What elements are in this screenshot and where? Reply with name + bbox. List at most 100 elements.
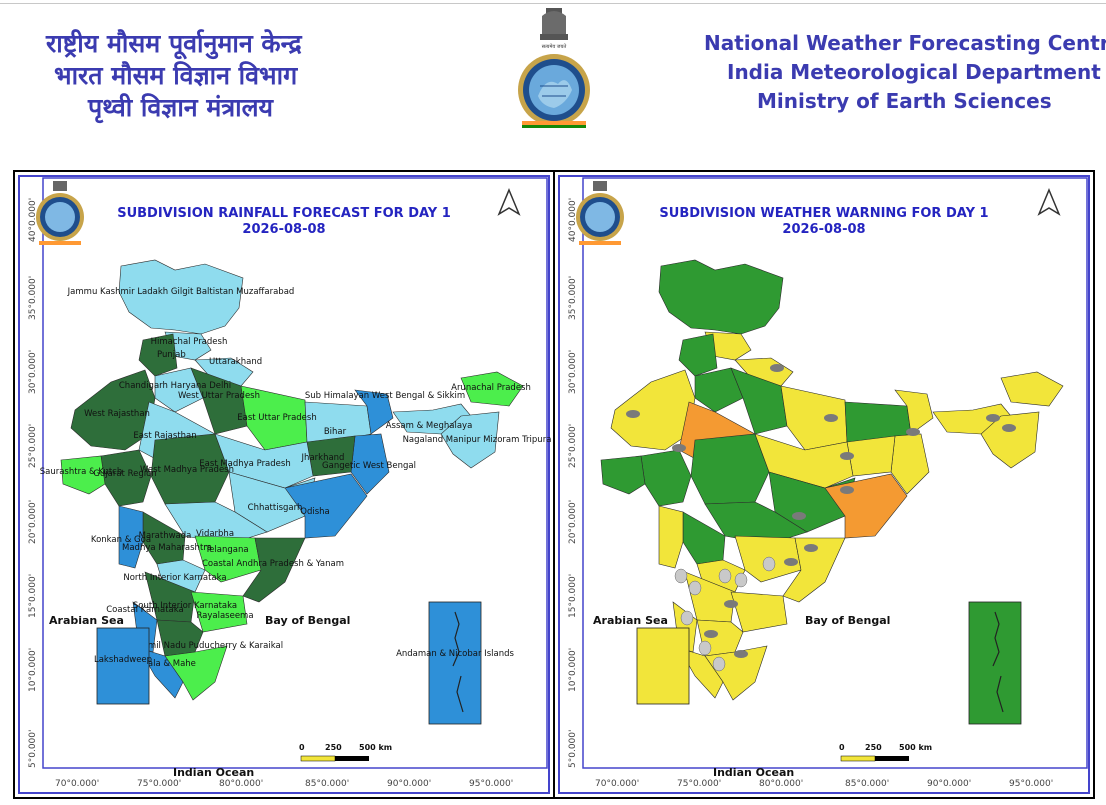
lion-capital-icon: सत्यमेव जयते: [540, 8, 568, 50]
thunderstorm-icon: [840, 486, 854, 494]
label-gangetic-wb: Gangetic West Bengal: [322, 461, 416, 471]
gusty-wind-icon: [734, 572, 748, 588]
region-coastal-andhra: [242, 537, 306, 603]
label-tamil-nadu: Tamil Nadu Puducherry & Karaikal: [138, 641, 283, 651]
longitude-ticks: 70°0.000' 75°0.000' 80°0.000' 85°0.000' …: [55, 779, 513, 789]
label-chhattisgarh: Chhattisgarh: [248, 503, 303, 513]
india-subdivisions: [60, 259, 524, 701]
andaman-islands-outline: [992, 611, 1004, 713]
latitude-ticks: 40°0.000' 35°0.000' 30°0.000' 25°0.000' …: [568, 198, 578, 768]
label-east-rajasthan: East Rajasthan: [133, 431, 196, 441]
scale-label-250: 250: [865, 743, 882, 752]
lon-tick-80: 80°0.000': [219, 779, 263, 789]
gusty-wind-icon: [688, 580, 702, 596]
thunderstorm-icon: [724, 600, 738, 608]
english-title-line-2: India Meteorological Department: [727, 60, 1101, 84]
label-bay-of-bengal: Bay of Bengal: [265, 614, 350, 627]
label-saurashtra: Saurashtra & Kutch: [40, 467, 123, 477]
andaman-inset: [428, 601, 482, 725]
lat-tick-30: 30°0.000': [28, 350, 38, 394]
thunderstorm-icon: [986, 414, 1000, 422]
label-haryana-delhi: Chandigarh Haryana Delhi: [119, 381, 231, 391]
scale-label-500: 500 km: [359, 743, 392, 752]
scale-label-500: 500 km: [899, 743, 932, 752]
region-south-interior-karnataka: [156, 619, 204, 657]
rainfall-forecast-map: Jammu Kashmir Ladakh Gilgit Baltistan Mu…: [18, 175, 551, 794]
lat-tick-35: 35°0.000': [568, 276, 578, 320]
region-telangana: [194, 535, 262, 583]
label-south-interior-karnataka: South Interior Karnataka: [133, 601, 237, 611]
top-divider: [0, 3, 1106, 4]
label-uttarakhand: Uttarakhand: [209, 357, 262, 367]
label-north-interior-karnataka: North Interior Karnataka: [123, 573, 226, 583]
label-jammu-kashmir: Jammu Kashmir Ladakh Gilgit Baltistan Mu…: [67, 287, 295, 297]
north-arrow-icon: [497, 188, 521, 216]
lat-tick-20: 20°0.000': [28, 500, 38, 544]
lon-tick-90: 90°0.000': [387, 779, 431, 789]
label-konkan-goa: Konkan & Goa: [91, 535, 151, 545]
andaman-islands-outline: [452, 611, 464, 713]
lon-tick-75: 75°0.000': [677, 779, 721, 789]
thunderstorm-icon: [784, 558, 798, 566]
region-rayalaseema: [190, 591, 248, 633]
scale-label-0: 0: [299, 743, 305, 752]
lon-tick-95: 95°0.000': [469, 779, 513, 789]
label-marathwada: Marathwada: [139, 531, 192, 541]
scale-label-250: 250: [325, 743, 342, 752]
label-indian-ocean: Indian Ocean: [713, 766, 794, 779]
region-arunachal-pradesh: [460, 371, 524, 407]
lat-tick-20: 20°0.000': [568, 500, 578, 544]
region-jammu-kashmir: [118, 259, 244, 335]
label-punjab: Punjab: [157, 350, 186, 360]
thunderstorm-icon: [804, 544, 818, 552]
lakshadweep-inset: [636, 627, 690, 705]
label-arabian-sea: Arabian Sea: [49, 614, 124, 627]
label-odisha: Odisha: [300, 507, 329, 517]
scale-bar: 0 250 500 km: [839, 743, 932, 762]
label-arabian-sea: Arabian Sea: [593, 614, 668, 627]
region-haryana-delhi: [154, 367, 204, 413]
label-coastal-andhra: Coastal Andhra Pradesh & Yanam: [202, 559, 344, 569]
lat-tick-30: 30°0.000': [568, 350, 578, 394]
english-title-line-1: National Weather Forecasting Centre: [704, 31, 1106, 55]
imd-logo-icon: [36, 181, 84, 245]
label-rayalaseema: Rayalaseema: [196, 611, 253, 621]
lon-tick-70: 70°0.000': [595, 779, 639, 789]
gusty-wind-icon: [680, 610, 694, 626]
lon-tick-90: 90°0.000': [927, 779, 971, 789]
warning-subdivisions: [600, 259, 1064, 701]
english-title-line-3: Ministry of Earth Sciences: [757, 89, 1052, 113]
hindi-title-line-1: राष्ट्रीय मौसम पूर्वानुमान केन्द्र: [46, 29, 302, 58]
thunderstorm-icon: [770, 364, 784, 372]
lat-tick-40: 40°0.000': [28, 198, 38, 242]
label-gujarat: Gujarat Region: [93, 469, 156, 479]
thunderstorm-icons: [626, 364, 1016, 658]
right-map-title: SUBDIVISION WEATHER WARNING FOR DAY 1: [659, 206, 989, 221]
label-assam-meghalaya: Assam & Meghalaya: [386, 421, 473, 431]
lon-tick-80: 80°0.000': [759, 779, 803, 789]
weather-warning-map-panel: Arabian Sea Bay of Bengal Indian Ocean 0…: [553, 170, 1095, 799]
lat-tick-15: 15°0.000': [28, 574, 38, 618]
region-sub-himalayan-west-bengal: [354, 389, 394, 435]
label-arunachal: Arunachal Pradesh: [451, 383, 531, 393]
scale-label-0: 0: [839, 743, 845, 752]
longitude-ticks: 70°0.000' 75°0.000' 80°0.000' 85°0.000' …: [595, 779, 1053, 789]
gusty-wind-icon: [712, 656, 726, 672]
andaman-inset: [968, 601, 1022, 725]
label-west-mp: West Madhya Pradesh: [140, 465, 234, 475]
weather-warning-map: Arabian Sea Bay of Bengal Indian Ocean 0…: [558, 175, 1090, 794]
thunderstorm-icon: [792, 512, 806, 520]
imd-emblem-icon: सत्यमेव जयते: [518, 8, 590, 128]
gusty-wind-icon: [718, 568, 732, 584]
label-west-rajasthan: West Rajasthan: [84, 409, 150, 419]
gusty-wind-icon: [762, 556, 776, 572]
gusty-wind-icon: [674, 568, 688, 584]
label-vidarbha: Vidarbha: [196, 529, 234, 539]
lon-tick-70: 70°0.000': [55, 779, 99, 789]
hindi-title-line-2: भारत मौसम विज्ञान विभाग: [54, 61, 298, 90]
thunderstorm-icon: [824, 414, 838, 422]
rainfall-forecast-map-panel: Jammu Kashmir Ladakh Gilgit Baltistan Mu…: [13, 170, 555, 799]
thunderstorm-icon: [906, 428, 920, 436]
lon-tick-95: 95°0.000': [1009, 779, 1053, 789]
region-west-uttar-pradesh: [190, 367, 248, 435]
